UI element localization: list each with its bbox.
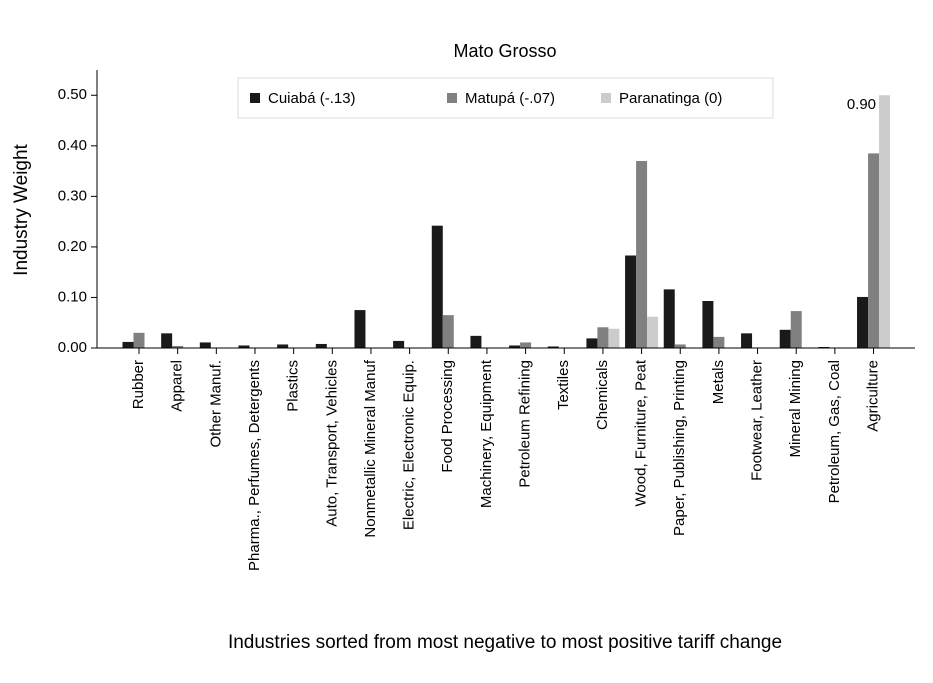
y-tick-label: 0.50 — [58, 86, 87, 103]
x-tick-label: Agriculture — [865, 360, 882, 432]
bar — [857, 296, 869, 348]
bar — [663, 289, 675, 348]
bar — [790, 311, 802, 348]
legend-label: Cuiabá (-.13) — [268, 90, 356, 107]
bar — [277, 344, 289, 348]
x-tick-label: Apparel — [169, 360, 186, 412]
bar — [741, 333, 753, 348]
legend-swatch — [601, 93, 611, 103]
x-tick-label: Chemicals — [594, 360, 611, 430]
y-tick-label: 0.10 — [58, 288, 87, 305]
bar — [636, 160, 648, 348]
bar — [647, 316, 659, 348]
x-tick-label: Footwear, Leather — [749, 360, 766, 481]
x-tick-label: Textiles — [555, 360, 572, 410]
x-tick-label: Paper, Publishing, Printing — [671, 360, 688, 536]
bar — [442, 315, 454, 348]
x-tick-label: Food Processing — [439, 360, 456, 473]
bar — [122, 341, 134, 348]
x-axis-label: Industries sorted from most negative to … — [228, 632, 782, 653]
legend-box — [237, 77, 774, 119]
bar — [674, 344, 686, 348]
x-tick-label: Pharma., Perfumes, Detergents — [246, 360, 263, 571]
bar — [431, 225, 443, 348]
x-tick-label: Wood, Furniture, Peat — [633, 359, 650, 506]
legend-swatch — [250, 93, 260, 103]
bar — [586, 338, 598, 348]
y-tick-label: 0.40 — [58, 137, 87, 154]
bar — [133, 332, 145, 348]
bar — [161, 333, 173, 348]
legend-label: Paranatinga (0) — [619, 90, 722, 107]
bar — [199, 342, 211, 348]
bar — [597, 327, 609, 348]
legend-swatch — [447, 93, 457, 103]
y-tick-label: 0.20 — [58, 238, 87, 255]
x-tick-label: Auto, Transport, Vehicles — [323, 360, 340, 527]
x-tick-label: Electric, Electronic Equip. — [401, 360, 418, 530]
bar — [818, 346, 830, 348]
bar — [879, 95, 891, 348]
x-tick-label: Other Manuf. — [207, 360, 224, 448]
legend-label: Matupá (-.07) — [465, 90, 555, 107]
bar — [702, 300, 714, 348]
x-tick-label: Petroleum Refining — [517, 360, 534, 488]
x-tick-label: Nonmetallic Mineral Manuf — [362, 359, 379, 537]
x-tick-label: Mineral Mining — [787, 360, 804, 458]
bar — [393, 340, 405, 348]
x-tick-label: Rubber — [130, 360, 147, 409]
y-tick-label: 0.30 — [58, 187, 87, 204]
value-label: 0.90 — [847, 96, 876, 113]
bar — [713, 336, 725, 348]
x-tick-label: Petroleum, Gas, Coal — [826, 360, 843, 503]
bar — [779, 329, 791, 348]
x-tick-label: Metals — [710, 360, 727, 404]
bar — [509, 345, 521, 348]
bar — [470, 335, 482, 348]
bar — [238, 345, 250, 348]
bar — [625, 255, 637, 348]
y-axis-label: Industry Weight — [11, 143, 32, 275]
x-tick-label: Plastics — [285, 360, 302, 412]
bar — [868, 153, 880, 348]
bar — [172, 345, 184, 348]
bar — [520, 342, 532, 348]
bar — [547, 346, 559, 348]
bars — [122, 95, 891, 348]
bar — [608, 328, 620, 348]
y-tick-label: 0.00 — [58, 339, 87, 356]
x-tick-label: Machinery, Equipment — [478, 359, 495, 508]
bar — [354, 310, 366, 348]
chart-title: Mato Grosso — [453, 41, 556, 61]
bar — [315, 343, 327, 348]
